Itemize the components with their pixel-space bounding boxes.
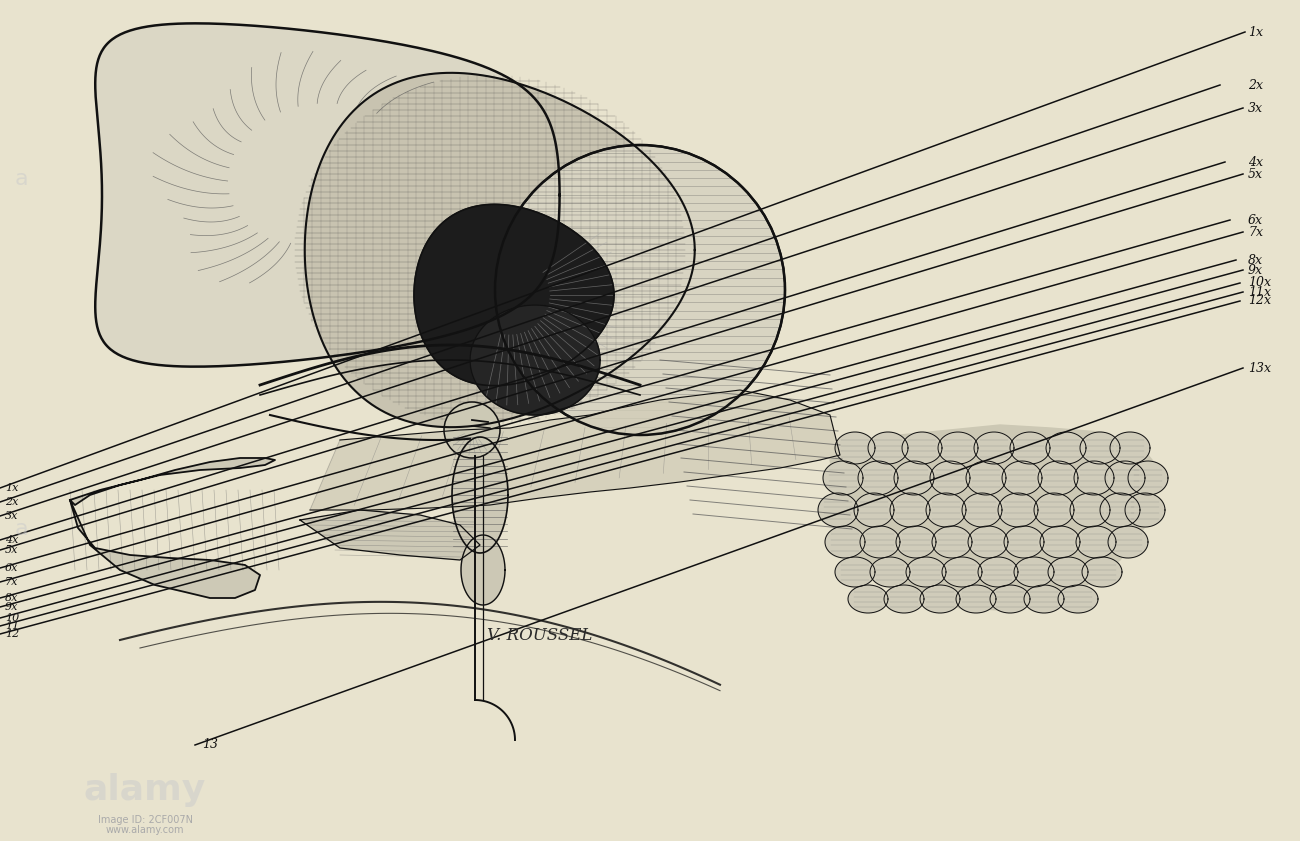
Polygon shape: [1124, 493, 1165, 527]
Text: 9x: 9x: [5, 602, 18, 612]
Text: 7x: 7x: [1248, 225, 1264, 239]
Text: 6x: 6x: [5, 563, 18, 573]
Polygon shape: [1074, 461, 1114, 495]
Text: 7x: 7x: [5, 577, 18, 587]
Polygon shape: [452, 437, 508, 553]
Polygon shape: [891, 493, 930, 527]
Polygon shape: [300, 510, 480, 560]
Text: 2x: 2x: [1248, 78, 1264, 92]
Text: 4x: 4x: [5, 535, 18, 545]
Polygon shape: [1034, 493, 1074, 527]
Polygon shape: [1076, 526, 1115, 558]
Polygon shape: [471, 305, 601, 415]
Text: 8x: 8x: [1248, 253, 1264, 267]
Polygon shape: [1046, 432, 1086, 464]
Circle shape: [495, 145, 785, 435]
Polygon shape: [956, 585, 996, 613]
Polygon shape: [309, 390, 840, 510]
Text: V. ROUSSEL: V. ROUSSEL: [488, 627, 593, 643]
Polygon shape: [1048, 557, 1088, 587]
Polygon shape: [1080, 432, 1121, 464]
Text: a: a: [16, 169, 29, 189]
Polygon shape: [894, 461, 933, 495]
Polygon shape: [861, 526, 900, 558]
Polygon shape: [1100, 493, 1140, 527]
Polygon shape: [1105, 461, 1145, 495]
Text: 13x: 13x: [1248, 362, 1271, 374]
Polygon shape: [896, 526, 936, 558]
Polygon shape: [95, 24, 559, 367]
Polygon shape: [823, 461, 863, 495]
Polygon shape: [1037, 461, 1078, 495]
Polygon shape: [1110, 432, 1150, 464]
Polygon shape: [939, 432, 978, 464]
Polygon shape: [1058, 585, 1098, 613]
Text: a: a: [16, 519, 29, 539]
Polygon shape: [1004, 526, 1044, 558]
Text: 1x: 1x: [1248, 25, 1264, 39]
Polygon shape: [920, 585, 959, 613]
Polygon shape: [966, 461, 1006, 495]
Text: alamy: alamy: [84, 773, 207, 807]
Text: 6x: 6x: [1248, 214, 1264, 226]
Polygon shape: [998, 493, 1037, 527]
Polygon shape: [978, 557, 1018, 587]
Text: 5x: 5x: [5, 545, 18, 555]
Polygon shape: [968, 526, 1008, 558]
Polygon shape: [942, 557, 982, 587]
Polygon shape: [962, 493, 1002, 527]
Polygon shape: [413, 204, 614, 386]
Polygon shape: [835, 557, 875, 587]
Text: 10x: 10x: [1248, 277, 1271, 289]
Text: 12x: 12x: [1248, 294, 1271, 308]
Text: 8x: 8x: [5, 593, 18, 603]
Text: 4x: 4x: [1248, 156, 1264, 168]
Polygon shape: [1014, 557, 1054, 587]
Polygon shape: [926, 493, 966, 527]
Text: 1x: 1x: [5, 483, 18, 493]
Text: 5x: 5x: [1248, 167, 1264, 181]
Circle shape: [445, 402, 500, 458]
Polygon shape: [1024, 585, 1063, 613]
Text: 2x: 2x: [5, 497, 18, 507]
Text: 11: 11: [5, 621, 20, 631]
Polygon shape: [1108, 526, 1148, 558]
Text: 11x: 11x: [1248, 285, 1271, 299]
Polygon shape: [884, 585, 924, 613]
Text: 13: 13: [202, 738, 218, 752]
Polygon shape: [858, 461, 898, 495]
Polygon shape: [818, 493, 858, 527]
Polygon shape: [1070, 493, 1110, 527]
Polygon shape: [1010, 432, 1050, 464]
Polygon shape: [902, 432, 942, 464]
Polygon shape: [826, 526, 864, 558]
Text: 3x: 3x: [1248, 102, 1264, 114]
Text: 10: 10: [5, 613, 20, 623]
Polygon shape: [462, 535, 504, 605]
Polygon shape: [1040, 526, 1080, 558]
Polygon shape: [870, 557, 910, 587]
Polygon shape: [1002, 461, 1043, 495]
Text: Image ID: 2CF007N: Image ID: 2CF007N: [98, 815, 192, 825]
Polygon shape: [70, 458, 276, 598]
Polygon shape: [930, 461, 970, 495]
Text: 9x: 9x: [1248, 263, 1264, 277]
Polygon shape: [304, 73, 694, 427]
Polygon shape: [829, 425, 1160, 610]
Text: www.alamy.com: www.alamy.com: [105, 825, 185, 835]
Polygon shape: [1128, 461, 1167, 495]
Polygon shape: [906, 557, 946, 587]
Text: 3x: 3x: [5, 511, 18, 521]
Polygon shape: [991, 585, 1030, 613]
Polygon shape: [854, 493, 894, 527]
Polygon shape: [868, 432, 907, 464]
Polygon shape: [835, 432, 875, 464]
Polygon shape: [932, 526, 972, 558]
Polygon shape: [974, 432, 1014, 464]
Polygon shape: [848, 585, 888, 613]
Text: 12: 12: [5, 629, 20, 639]
Polygon shape: [1082, 557, 1122, 587]
